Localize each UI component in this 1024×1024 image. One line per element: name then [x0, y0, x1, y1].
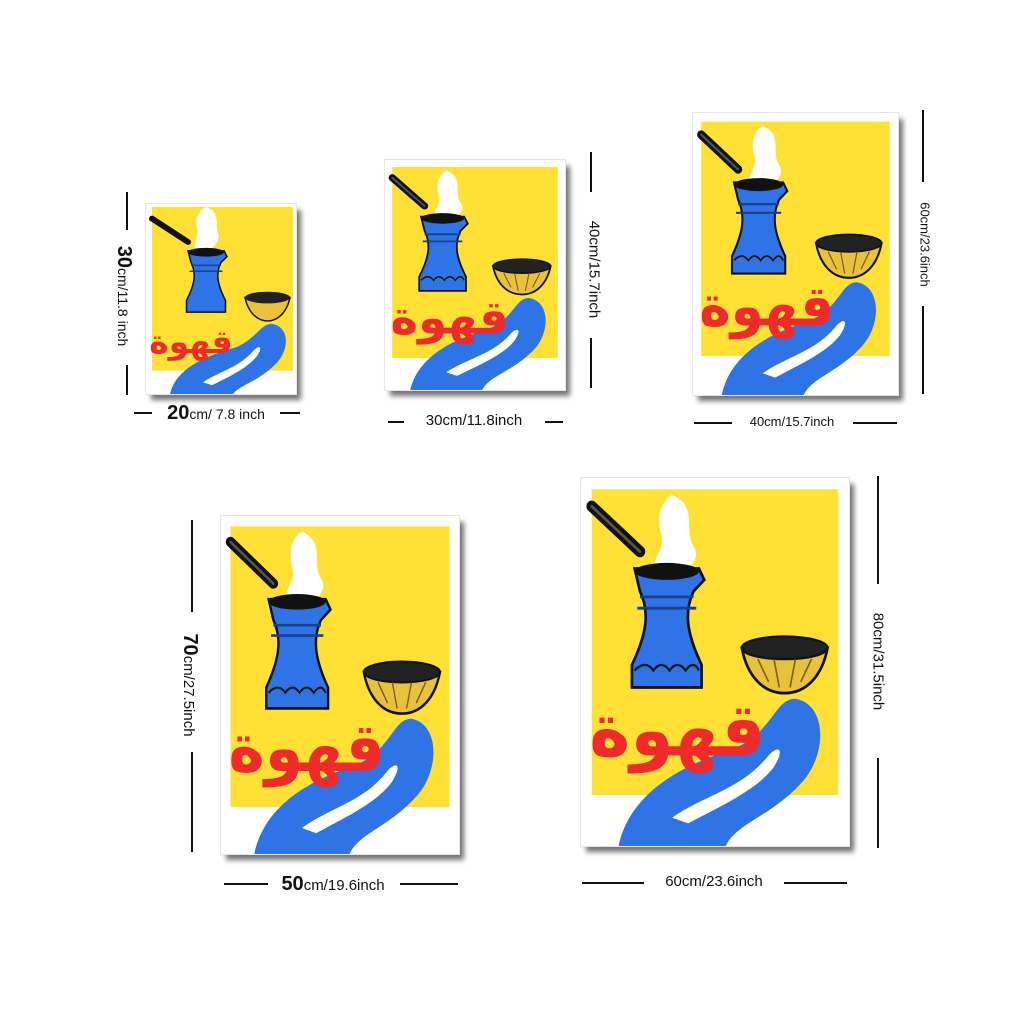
height-dimension-line — [126, 365, 128, 395]
height-dimension-line — [877, 476, 879, 584]
width-dimension-line — [224, 883, 268, 885]
width-label-60x80: 60cm/23.6inch — [665, 873, 763, 890]
height-value: 70 — [179, 633, 201, 656]
poster-30x40 — [384, 159, 566, 391]
poster-artwork-image — [385, 160, 565, 390]
poster-60x80 — [580, 477, 850, 847]
poster-20x30: قهوة — [145, 203, 297, 395]
poster-50x70 — [220, 515, 460, 855]
height-dimension-line — [877, 758, 879, 848]
height-dimension-line — [922, 306, 924, 394]
width-dimension-line — [582, 882, 644, 884]
width-dimension-line — [853, 422, 897, 424]
width-label-30x40: 30cm/11.8inch — [425, 412, 523, 429]
width-dimension-line — [545, 421, 563, 423]
height-unit: cm/11.8 inch — [115, 267, 131, 347]
height-label-30x40: 40cm/15.7inch — [585, 220, 603, 319]
height-value: 30 — [113, 245, 135, 268]
height-dimension-line — [191, 520, 193, 612]
width-label-20x30: 20cm/ 7.8 inch — [156, 403, 276, 423]
width-label-50x70: 50cm/19.6inch — [266, 874, 400, 894]
height-dimension-line — [126, 192, 128, 230]
height-dimension-line — [590, 152, 592, 192]
poster-artwork-image — [693, 113, 898, 395]
width-unit: cm/19.6inch — [303, 877, 385, 894]
height-unit: cm/27.5inch — [180, 655, 197, 737]
width-dimension-line — [134, 412, 152, 414]
width-unit: cm/ 7.8 inch — [189, 406, 265, 422]
width-dimension-line — [784, 882, 847, 884]
poster-artwork-image — [221, 516, 459, 854]
height-label-40x60: 60cm/23.6inch — [917, 202, 933, 287]
height-dimension-line — [590, 338, 592, 388]
height-label-20x30: 30cm/11.8 inch — [113, 226, 135, 366]
poster-artwork-image — [581, 478, 849, 846]
height-label-60x80: 80cm/31.5inch — [869, 612, 887, 711]
width-value: 20 — [167, 402, 190, 424]
width-dimension-line — [400, 883, 458, 885]
poster-artwork-image: قهوة — [146, 204, 296, 394]
poster-40x60 — [692, 112, 899, 396]
width-value: 50 — [281, 873, 304, 895]
poster-arabic-title: قهوة — [149, 323, 233, 361]
width-dimension-line — [280, 412, 300, 414]
width-dimension-line — [694, 422, 732, 424]
height-label-50x70: 70cm/27.5inch — [179, 613, 201, 757]
height-dimension-line — [922, 110, 924, 182]
width-label-40x60: 40cm/15.7inch — [749, 414, 835, 429]
height-dimension-line — [191, 752, 193, 852]
width-dimension-line — [388, 421, 404, 423]
